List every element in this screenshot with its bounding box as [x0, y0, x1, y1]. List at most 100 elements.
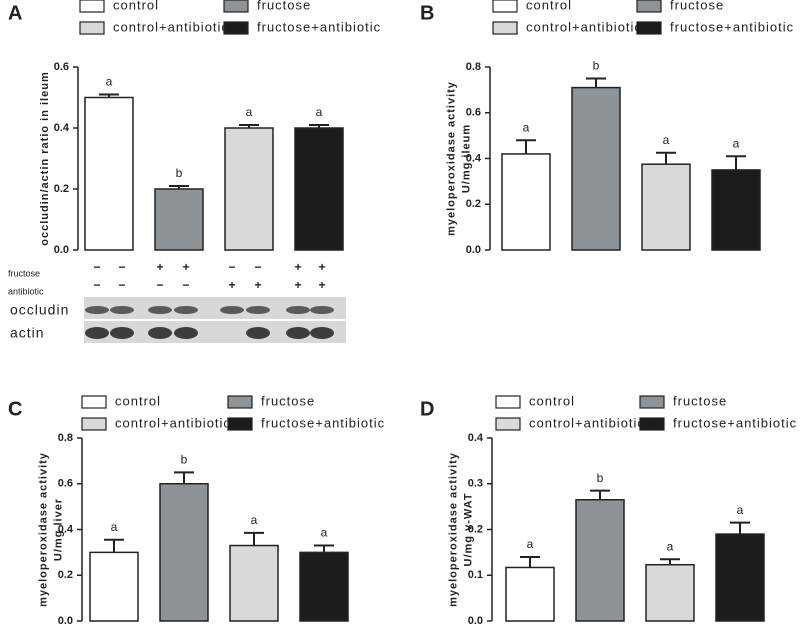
blot-sign: + [182, 260, 189, 274]
annotation: a [663, 133, 670, 147]
blot-band [246, 306, 270, 314]
y-axis-label: myeloperoxidase activity [447, 452, 459, 607]
blot-sign: − [118, 260, 125, 274]
legend-label: fructose [257, 0, 311, 12]
blot-sign: + [294, 260, 301, 274]
legend-label: control [113, 0, 159, 12]
bar [571, 86, 621, 251]
blot-band [110, 327, 134, 339]
y-tick-label: 0.6 [54, 61, 69, 73]
blot-band [310, 327, 334, 339]
annotation: a [733, 136, 740, 150]
bar [89, 551, 139, 622]
bar [294, 127, 344, 251]
legend-swatch [81, 417, 107, 431]
legend-label: control [529, 393, 575, 408]
annotation: a [251, 513, 258, 527]
blot-band [110, 306, 134, 314]
panel-label: A [8, 2, 22, 24]
legend-label: fructose [673, 393, 727, 408]
blot-band [286, 327, 310, 339]
legend-swatch [81, 395, 107, 409]
y-tick-label: 0.0 [466, 244, 481, 256]
y-tick-label: 0.8 [58, 432, 73, 444]
blot-sign: + [254, 278, 261, 292]
y-tick-label: 0.2 [54, 183, 69, 195]
blot-sign: − [228, 260, 235, 274]
legend-label: fructose+antibiotic [261, 415, 385, 430]
y-tick-label: 0.0 [54, 244, 69, 256]
legend-label: control+antibiotic [529, 415, 645, 430]
y-tick-label: 0.6 [58, 478, 73, 490]
y-tick-label: 0.2 [466, 198, 481, 210]
legend-swatch [492, 21, 518, 35]
y-axis-label: U/mg liver [52, 498, 64, 561]
legend-swatch [639, 417, 665, 431]
annotation: a [737, 503, 744, 517]
annotation: a [316, 105, 323, 119]
blot-sign: − [118, 278, 125, 292]
bar [224, 127, 274, 251]
legend-label: control+antibiotic [526, 19, 642, 34]
annotation: a [111, 520, 118, 534]
blot-row-label: fructose [8, 268, 40, 278]
blot-sign: + [228, 278, 235, 292]
legend-label: control+antibiotic [115, 415, 231, 430]
y-axis-label: U/mg ileum [460, 124, 472, 193]
legend-swatch [495, 417, 521, 431]
blot-row-label: antibiotic [8, 286, 44, 296]
panel-label: B [420, 2, 434, 24]
blot-sign: − [182, 278, 189, 292]
bar [641, 163, 691, 251]
blot-band [174, 306, 198, 314]
bar [505, 566, 555, 622]
blot-sign: − [93, 260, 100, 274]
legend-label: fructose+antibiotic [673, 415, 797, 430]
legend-swatch [223, 0, 249, 13]
blot-sign: − [156, 278, 163, 292]
annotation: b [176, 166, 183, 180]
blot-band-label: occludin [10, 302, 69, 318]
panel-label: C [8, 398, 22, 420]
bar [84, 96, 134, 251]
y-tick-label: 0.0 [58, 615, 73, 627]
legend-swatch [639, 395, 665, 409]
legend-swatch [223, 21, 249, 35]
y-tick-label: 0.4 [58, 523, 74, 535]
bar [299, 551, 349, 622]
bar [575, 499, 625, 622]
annotation: a [523, 120, 530, 134]
annotation: a [667, 539, 674, 553]
blot-sign: + [318, 260, 325, 274]
y-tick-label: 0.8 [466, 61, 481, 73]
legend-label: control [526, 0, 572, 12]
blot-sign: − [254, 260, 261, 274]
blot-sign: + [318, 278, 325, 292]
legend-swatch [79, 21, 105, 35]
y-axis-label: myeloperoxidase activity [445, 81, 457, 236]
blot-band [286, 306, 310, 314]
bar [501, 153, 551, 251]
blot-band [85, 327, 109, 339]
y-axis-label: myeloperoxidase activity [37, 452, 49, 607]
blot-band [310, 306, 334, 314]
legend-label: fructose+antibiotic [257, 19, 381, 34]
bar [229, 544, 279, 622]
legend-swatch [227, 395, 253, 409]
blot-band [174, 327, 198, 339]
legend-swatch [636, 21, 662, 35]
annotation: a [246, 105, 253, 119]
legend-label: fructose+antibiotic [670, 19, 794, 34]
annotation: a [321, 526, 328, 540]
blot-sign: + [156, 260, 163, 274]
y-axis-label: occludin/actin ratio in ileum [39, 71, 51, 245]
legend-label: fructose [261, 393, 315, 408]
legend-swatch [495, 395, 521, 409]
blot-band [148, 327, 172, 339]
y-tick-label: 0.4 [466, 152, 482, 164]
blot-band [246, 327, 270, 339]
panel-label: D [420, 398, 434, 420]
bar [645, 563, 695, 622]
